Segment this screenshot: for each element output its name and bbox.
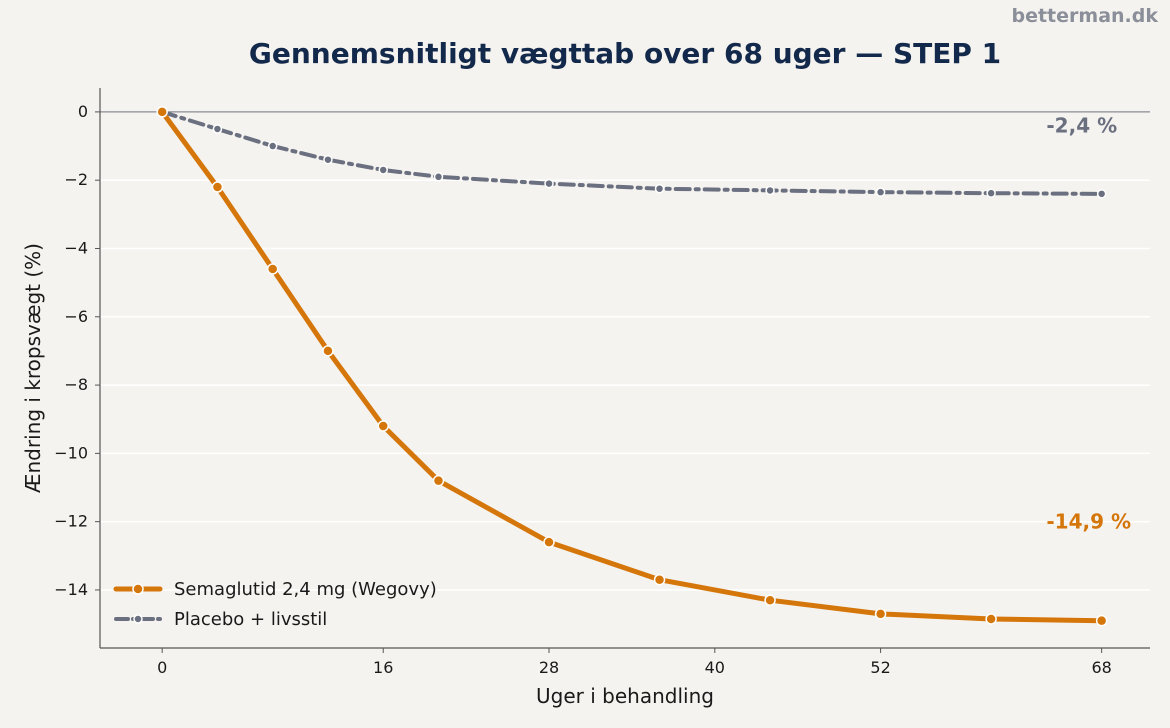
data-point bbox=[986, 188, 996, 198]
y-tick-label: 0 bbox=[78, 102, 88, 121]
data-point bbox=[433, 172, 444, 182]
annotations: -2,4 % -14,9 % bbox=[1046, 114, 1131, 534]
data-point bbox=[156, 106, 168, 118]
y-tick-label: −2 bbox=[64, 170, 88, 189]
data-point bbox=[1095, 614, 1108, 627]
grid-lines bbox=[100, 179, 1150, 591]
legend-swatch-marker bbox=[133, 614, 143, 624]
data-point bbox=[211, 181, 224, 193]
data-point bbox=[266, 263, 279, 275]
legend-label: Semaglutid 2,4 mg (Wegovy) bbox=[174, 579, 437, 600]
y-tick-label: −14 bbox=[54, 580, 88, 599]
data-point bbox=[875, 187, 886, 197]
data-point bbox=[543, 536, 555, 548]
series-line-1 bbox=[160, 109, 1104, 196]
y-tick-label: −4 bbox=[64, 238, 88, 257]
x-tick-labels: 0 16 28 40 52 68 bbox=[157, 658, 1112, 677]
x-tick-label: 52 bbox=[870, 658, 890, 677]
data-point bbox=[654, 183, 665, 194]
data-point bbox=[653, 573, 666, 586]
y-axis-label: Ændring i kropsvægt (%) bbox=[21, 243, 45, 493]
x-tick-label: 0 bbox=[157, 658, 167, 677]
axes bbox=[95, 88, 1150, 653]
brand-watermark: betterman.dk bbox=[1011, 5, 1158, 27]
data-series bbox=[156, 106, 1108, 627]
legend-label: Placebo + livsstil bbox=[174, 609, 327, 630]
data-point bbox=[377, 420, 389, 432]
y-tick-label: −12 bbox=[54, 512, 88, 531]
data-point bbox=[764, 594, 776, 606]
data-point bbox=[432, 474, 445, 487]
y-tick-label: −8 bbox=[64, 375, 88, 394]
y-tick-labels: 0 −2 −4 −6 −8 −10 −12 −14 bbox=[54, 102, 88, 599]
legend-swatch-marker bbox=[132, 583, 144, 595]
legend: Semaglutid 2,4 mg (Wegovy) Placebo + livs… bbox=[113, 579, 437, 630]
data-point bbox=[1096, 189, 1107, 199]
data-point bbox=[212, 124, 223, 134]
annotation-label: -2,4 % bbox=[1046, 114, 1117, 138]
data-point bbox=[267, 141, 278, 151]
x-tick-label: 16 bbox=[373, 658, 393, 677]
x-tick-label: 68 bbox=[1091, 658, 1111, 677]
chart-title: Gennemsnitligt vægttab over 68 uger — ST… bbox=[249, 37, 1001, 70]
data-point bbox=[323, 154, 333, 165]
y-tick-label: −10 bbox=[54, 443, 88, 462]
data-point bbox=[765, 185, 775, 196]
series-line-0 bbox=[159, 109, 1105, 624]
x-axis-label: Uger i behandling bbox=[536, 684, 714, 708]
annotation-label: -14,9 % bbox=[1046, 510, 1131, 534]
data-point bbox=[544, 178, 554, 189]
data-point bbox=[378, 165, 388, 175]
data-point bbox=[874, 608, 887, 620]
x-tick-label: 40 bbox=[705, 658, 725, 677]
data-point bbox=[985, 613, 997, 625]
data-point bbox=[322, 345, 334, 357]
y-tick-label: −6 bbox=[64, 307, 88, 326]
x-tick-label: 28 bbox=[539, 658, 559, 677]
